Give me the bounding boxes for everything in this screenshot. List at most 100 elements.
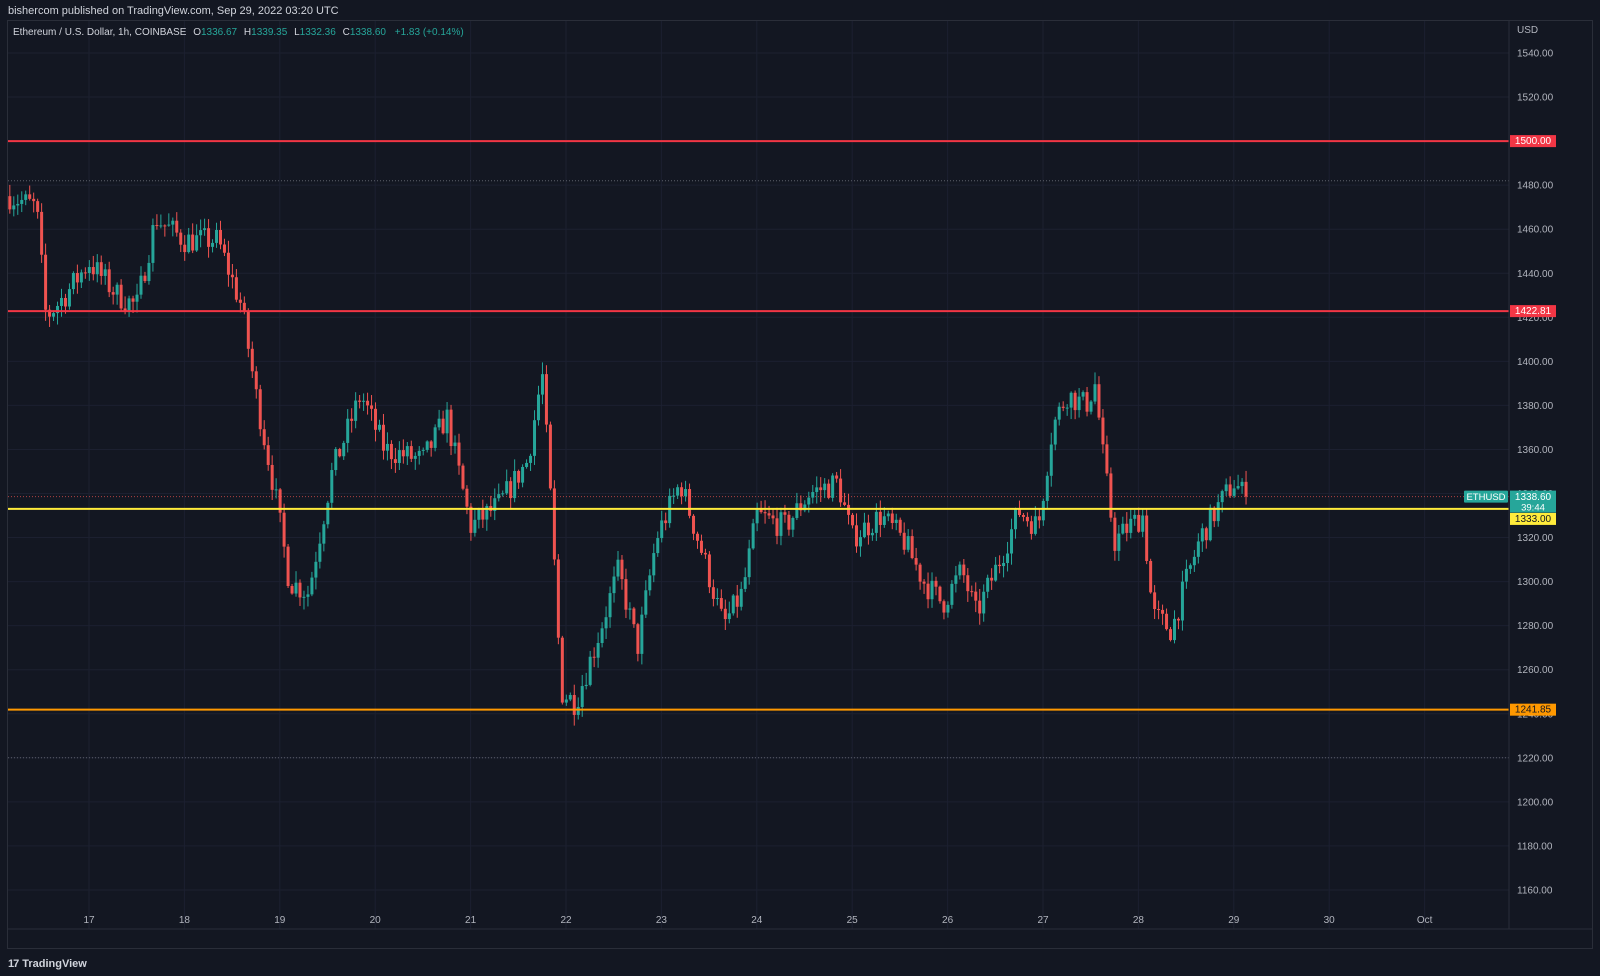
candle-body	[354, 400, 358, 421]
price-axis-background[interactable]	[1509, 21, 1592, 929]
candle-body	[604, 617, 608, 629]
candle-body	[1065, 407, 1069, 409]
candle-body	[608, 593, 612, 618]
candle-body	[795, 503, 799, 518]
candle-body	[481, 509, 485, 520]
candle-body	[127, 298, 131, 311]
chart-frame[interactable]	[7, 20, 1593, 949]
last-price-text: 1338.60	[1515, 492, 1552, 503]
high-label: H	[243, 27, 252, 38]
candle-body	[207, 228, 211, 247]
candle-body	[234, 277, 238, 300]
candle-body	[362, 400, 366, 402]
level-price-text: 1500.00	[1515, 136, 1552, 147]
candle-body	[664, 520, 668, 524]
candle-body	[1002, 563, 1006, 567]
candle-body	[103, 269, 107, 276]
time-tick-labels: 17 18 19 20 21 22 23 24 25 26 27 28 29 30 Oct	[83, 915, 1432, 926]
candle-body	[298, 582, 302, 598]
axes[interactable]: USD	[8, 21, 1592, 930]
candle-body	[692, 515, 696, 534]
price-tick-label: 1520.00	[1517, 93, 1554, 104]
candle-body	[986, 577, 990, 592]
horizontal-levels[interactable]	[8, 140, 1509, 711]
price-tick-label: 1320.00	[1517, 533, 1554, 544]
price-tick-label: 1540.00	[1517, 49, 1554, 60]
candle-body	[552, 488, 556, 560]
candle-body	[644, 590, 648, 615]
candle-body	[215, 229, 219, 243]
candle-body	[882, 516, 886, 525]
candle-body	[1093, 384, 1097, 402]
price-tick-label: 1200.00	[1517, 797, 1554, 808]
candle-body	[580, 686, 584, 707]
candle-body	[48, 309, 52, 317]
candle-body	[715, 598, 719, 600]
candle-body	[477, 509, 481, 520]
symbol-legend[interactable]: Ethereum / U.S. Dollar, 1h, COINBASE O13…	[13, 26, 464, 40]
symbol-title[interactable]: Ethereum / U.S. Dollar, 1h, COINBASE	[13, 27, 187, 38]
candle-body	[330, 470, 334, 503]
candle-body	[397, 450, 401, 463]
candle-body	[338, 449, 342, 457]
candle-body	[95, 262, 99, 275]
candle-body	[413, 455, 417, 459]
candle-body	[226, 252, 230, 275]
tradingview-brand[interactable]: 17 TradingView	[8, 952, 87, 976]
candle-body	[302, 596, 306, 598]
candle-body	[294, 582, 298, 594]
candle-body	[851, 514, 855, 526]
candle-body	[405, 446, 409, 457]
candle-body	[1176, 618, 1180, 621]
price-chart[interactable]: USD 1160.001180.001200.001220.001240.001…	[0, 0, 1600, 952]
candle-body	[183, 244, 187, 253]
candle-body	[998, 564, 1002, 567]
candle-body	[199, 230, 203, 236]
candle-body	[286, 546, 290, 587]
candle-body	[843, 502, 847, 505]
candle-body	[994, 564, 998, 581]
candle-body	[262, 429, 266, 446]
change-value: +1.83 (+0.14%)	[394, 27, 464, 38]
candle-body	[1101, 417, 1105, 445]
candle-body	[858, 537, 862, 547]
candle-body	[791, 517, 795, 530]
candle-body	[453, 442, 457, 447]
candle-body	[536, 394, 540, 421]
candle-body	[799, 503, 803, 511]
candle-body	[767, 513, 771, 516]
candle-body	[389, 443, 393, 460]
price-tick-label: 1460.00	[1517, 225, 1554, 236]
candle-body	[564, 699, 568, 703]
candle-body	[823, 483, 827, 491]
close-value: 1338.60	[349, 27, 386, 38]
candle-body	[680, 487, 684, 497]
time-tick-label: 25	[847, 915, 859, 926]
candle-body	[775, 518, 779, 536]
candle-body	[1208, 507, 1212, 541]
candle-body	[1228, 484, 1232, 496]
candle-body	[1149, 560, 1153, 593]
candle-body	[1172, 618, 1176, 641]
candle-body	[99, 262, 103, 276]
candle-body	[119, 284, 123, 309]
candle-body	[381, 424, 385, 451]
candle-body	[922, 581, 926, 584]
candle-body	[377, 424, 381, 430]
price-tick-label: 1360.00	[1517, 445, 1554, 456]
candle-body	[862, 522, 866, 538]
candle-body	[266, 445, 270, 465]
candle-body	[374, 408, 378, 430]
candle-body	[592, 656, 596, 658]
candle-body	[588, 656, 592, 685]
candle-body	[898, 519, 902, 533]
candle-body	[560, 637, 564, 703]
candle-body	[8, 196, 12, 210]
level-price-text: 1333.00	[1515, 514, 1552, 525]
candle-body	[370, 405, 374, 409]
candle-body	[779, 512, 783, 536]
candle-body	[91, 267, 95, 275]
level-price-badge	[1510, 512, 1556, 525]
candle-body	[63, 297, 67, 307]
price-badges: 1500.00 1422.81 1333.00 1241.85 ETHUSD 1338.6…	[1464, 135, 1556, 716]
